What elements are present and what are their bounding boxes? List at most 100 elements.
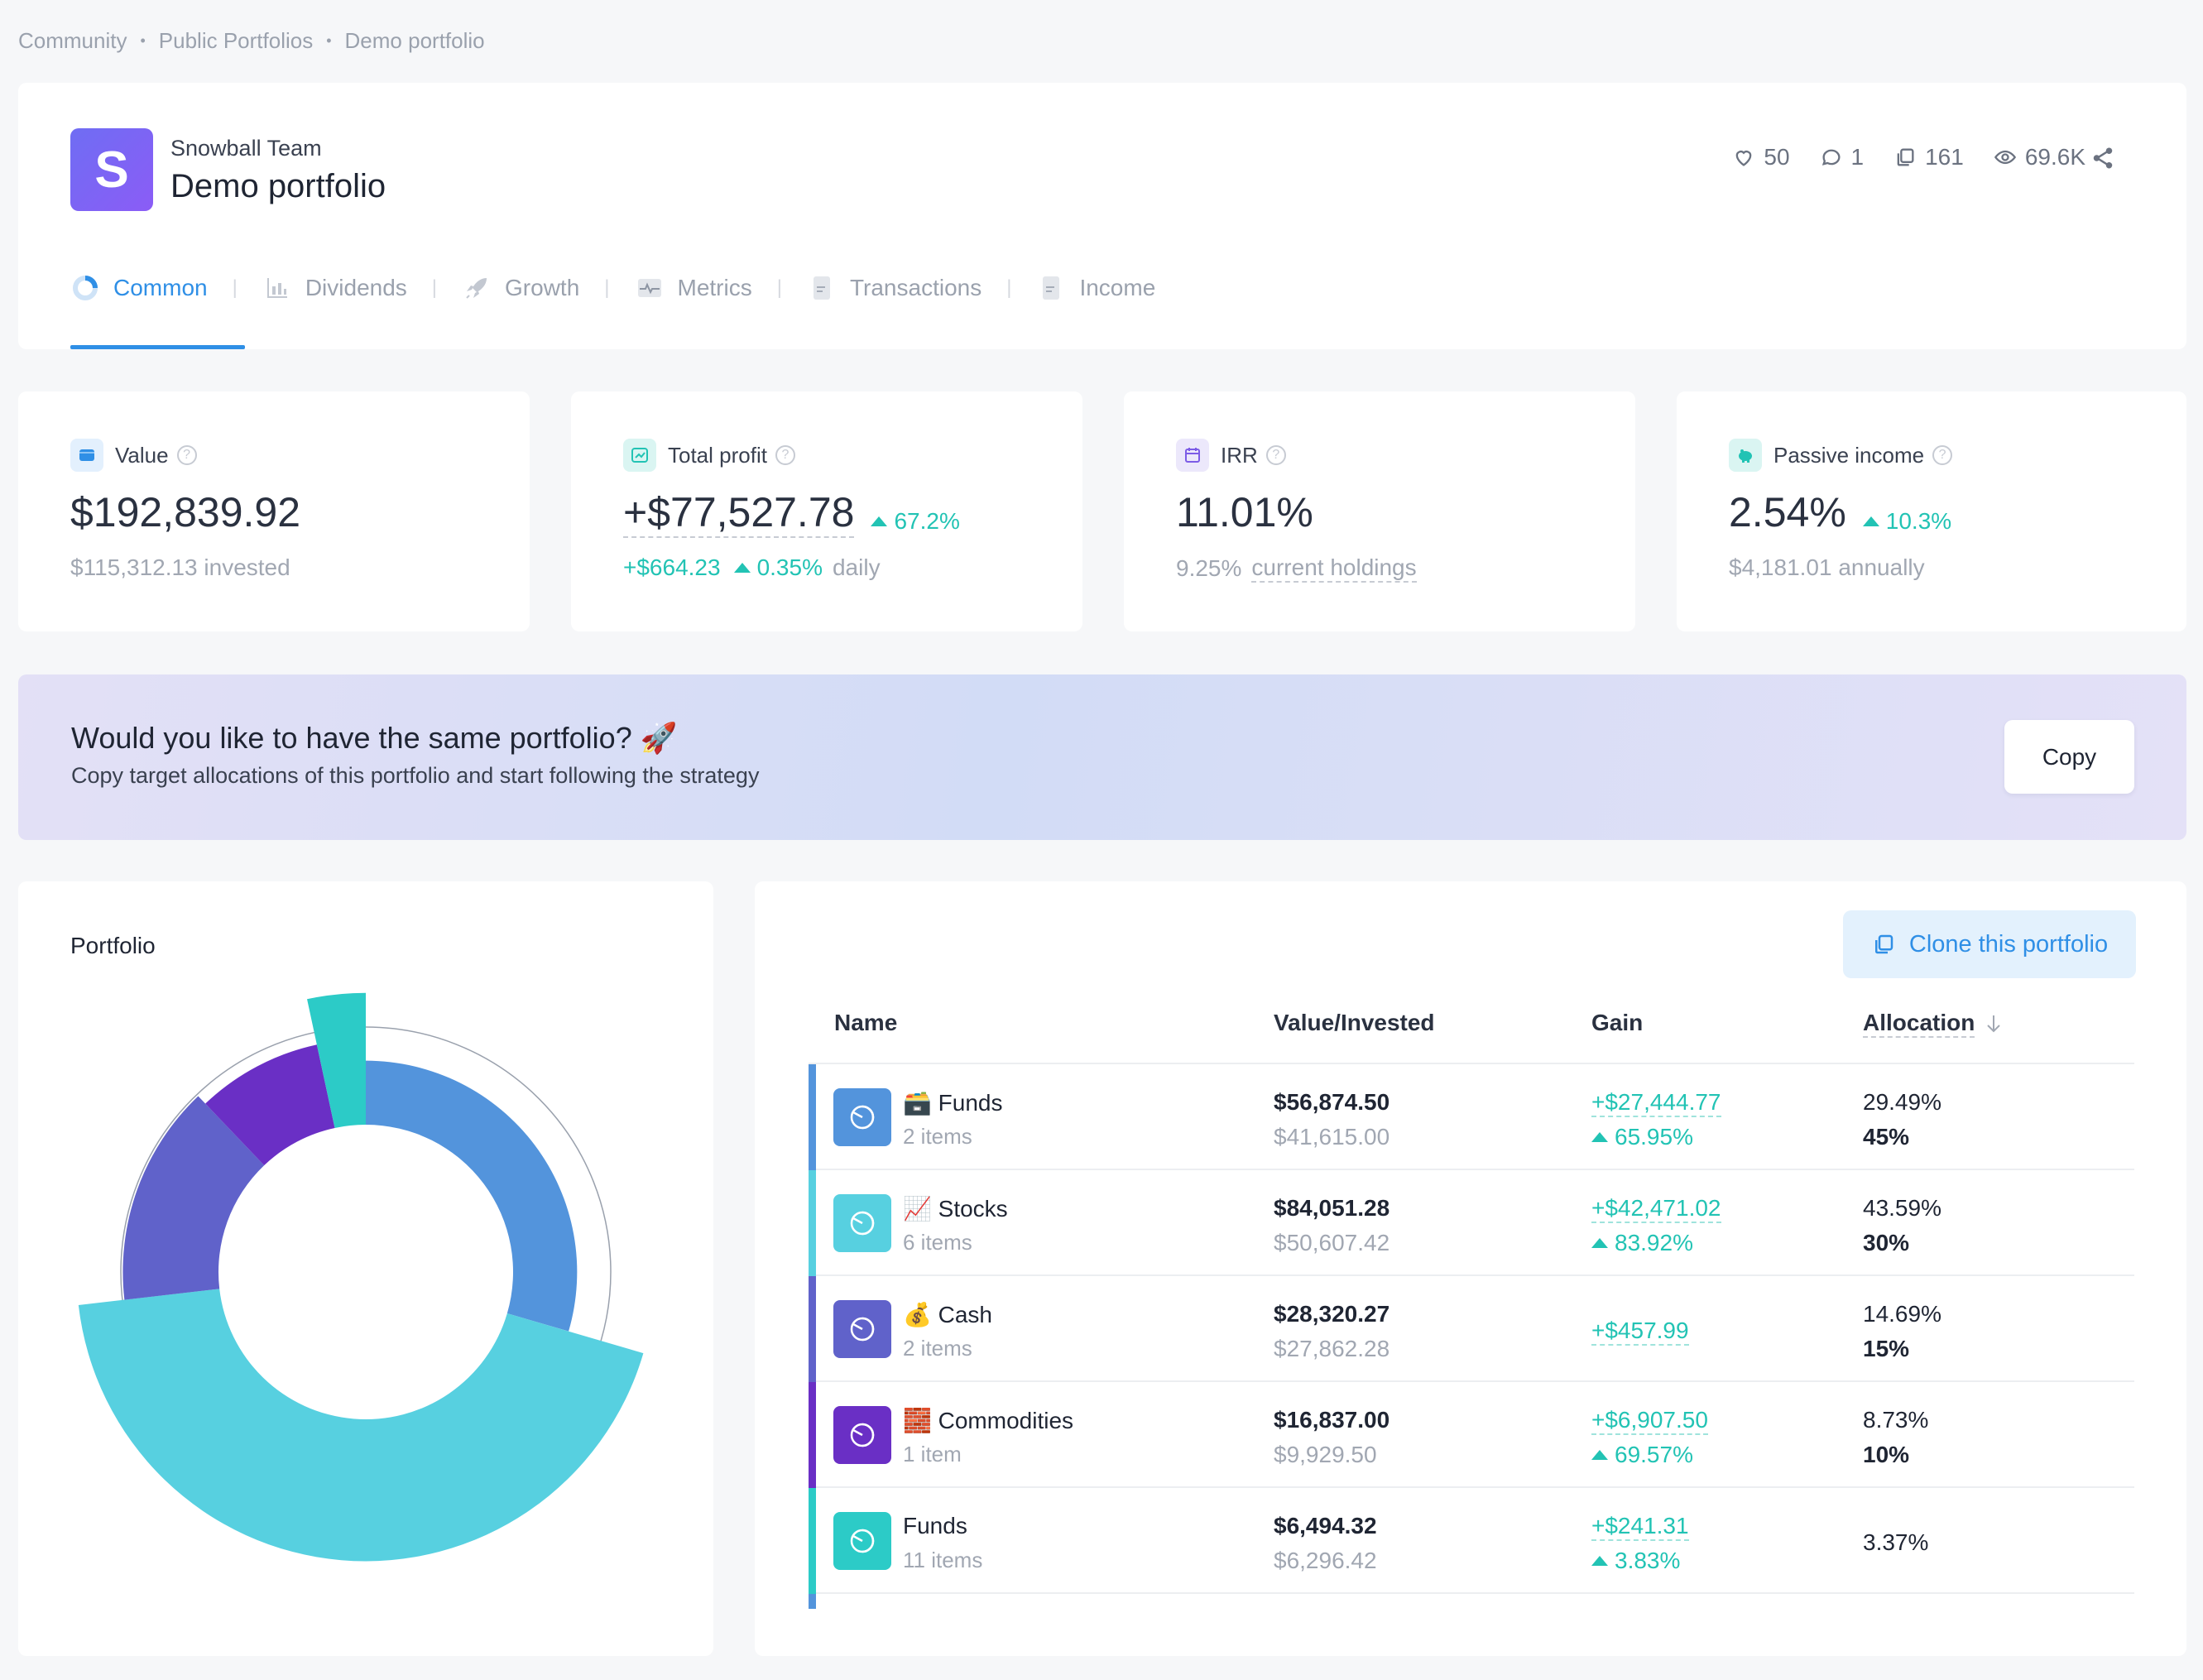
portfolio-logo: S: [70, 128, 153, 211]
rocket-icon: [466, 278, 487, 299]
tab-common[interactable]: Common: [70, 273, 208, 303]
category-allocation: 8.73%: [1863, 1407, 1929, 1433]
category-gain[interactable]: +$6,907.50: [1591, 1407, 1708, 1435]
category-gain[interactable]: +$27,444.77: [1591, 1089, 1721, 1117]
tab-growth[interactable]: Growth: [462, 273, 579, 303]
calendar-icon: [1176, 439, 1209, 472]
category-color-bar: [809, 1382, 816, 1488]
table-row[interactable]: 🧱 Commodities 1 item $16,837.00 $9,929.5…: [809, 1382, 2134, 1488]
piggy-bank-icon: [1729, 439, 1762, 472]
table-row[interactable]: Funds 11 items $6,494.32 $6,296.42 +$241…: [809, 1488, 2134, 1594]
donut-slice-3[interactable]: [122, 1096, 265, 1300]
tab-common-label: Common: [113, 275, 208, 300]
clone-portfolio-button[interactable]: Clone this portfolio: [1843, 910, 2136, 978]
category-icon: [833, 1512, 891, 1570]
comments-stat[interactable]: 1: [1820, 144, 1864, 170]
total-profit-header: Total profit ?: [623, 439, 795, 472]
value-card-header: Value ?: [70, 439, 197, 472]
category-allocation: 43.59%: [1863, 1195, 1941, 1221]
category-color-bar: [809, 1276, 816, 1382]
tab-transactions-label: Transactions: [849, 275, 982, 300]
table-header-divider: [809, 1063, 2134, 1064]
breadcrumb-public-portfolios[interactable]: Public Portfolios: [158, 28, 314, 53]
tab-divider: |: [776, 276, 782, 299]
current-holdings-link[interactable]: current holdings: [1251, 554, 1417, 583]
tab-dividends[interactable]: Dividends: [262, 273, 407, 303]
category-gain[interactable]: +$241.31: [1591, 1513, 1689, 1541]
category-item-count: 6 items: [903, 1230, 972, 1255]
copy-icon: [1897, 148, 1914, 166]
column-header-gain[interactable]: Gain: [1591, 1010, 1644, 1035]
donut-slice-1[interactable]: [366, 1060, 578, 1332]
passive-income-card: Passive income ? 2.54% 10.3% $4,181.01 a…: [1677, 391, 2186, 631]
document-icon: [813, 276, 830, 300]
wallet-icon: [70, 439, 103, 472]
category-name[interactable]: Funds: [903, 1513, 967, 1538]
total-profit-label: Total profit: [668, 442, 767, 468]
category-name[interactable]: 💰 Cash: [903, 1302, 993, 1327]
column-header-allocation[interactable]: Allocation: [1863, 1010, 2003, 1038]
table-row[interactable]: 💰 Cash 2 items $28,320.27 $27,862.28 +$4…: [809, 1276, 2134, 1382]
category-item-count: 2 items: [903, 1124, 972, 1149]
breadcrumb-separator: •: [326, 32, 332, 49]
trend-chart-icon: [623, 439, 656, 472]
tab-income[interactable]: Income: [1036, 273, 1155, 303]
tab-transactions[interactable]: Transactions: [807, 273, 982, 303]
help-icon[interactable]: ?: [176, 445, 197, 465]
portfolio-header-card: [18, 83, 2186, 349]
bar-chart-icon: [266, 278, 287, 298]
irr-value: 11.01%: [1176, 489, 1313, 535]
breadcrumb-community[interactable]: Community: [18, 28, 127, 53]
category-gain-percent: 3.83%: [1591, 1548, 1680, 1574]
likes-stat[interactable]: 50: [1732, 144, 1790, 170]
portfolio-chart-card: Portfolio: [18, 881, 713, 1656]
daily-label: daily: [832, 554, 881, 580]
portfolio-stats: 50 1 161 69.6K: [1732, 144, 2085, 170]
category-invested: $41,615.00: [1274, 1124, 1390, 1150]
category-name[interactable]: 🧱 Commodities: [903, 1408, 1074, 1433]
share-icon[interactable]: [2090, 146, 2115, 170]
category-allocation: 3.37%: [1863, 1529, 1929, 1555]
tab-dividends-label: Dividends: [305, 275, 407, 300]
active-tab-indicator: [70, 345, 245, 349]
total-profit-amount[interactable]: +$77,527.78: [623, 488, 855, 538]
category-value: $16,837.00: [1274, 1407, 1390, 1433]
holdings-table-card: [755, 881, 2186, 1656]
category-color-bar: [809, 1064, 816, 1170]
category-gain[interactable]: +$42,471.02: [1591, 1195, 1721, 1223]
donut-slice-5[interactable]: [307, 992, 366, 1128]
category-value: $6,494.32: [1274, 1513, 1377, 1538]
team-name[interactable]: Snowball Team: [170, 136, 322, 161]
category-icon: [833, 1406, 891, 1464]
copy-button[interactable]: Copy: [2004, 720, 2134, 794]
category-item-count: 11 items: [903, 1548, 983, 1572]
portfolio-donut-chart: [78, 992, 644, 1562]
views-count: 69.6K: [2024, 144, 2085, 170]
column-header-name[interactable]: Name: [834, 1010, 898, 1035]
category-target-allocation: 15%: [1863, 1336, 1910, 1361]
category-name[interactable]: 🗃️ Funds: [903, 1090, 1003, 1116]
table-row[interactable]: 📈 Stocks 6 items $84,051.28 $50,607.42 +…: [809, 1170, 2134, 1276]
donut-slice-2[interactable]: [78, 1289, 644, 1562]
category-item-count: 2 items: [903, 1336, 972, 1361]
copies-stat[interactable]: 161: [1893, 144, 1964, 170]
copy-portfolio-banner: Would you like to have the same portfoli…: [18, 674, 2186, 840]
category-name[interactable]: 📈 Stocks: [903, 1196, 1008, 1222]
donut-slice-4[interactable]: [205, 1044, 335, 1166]
help-icon[interactable]: ?: [775, 445, 795, 465]
eye-icon: [1994, 150, 2016, 165]
daily-profit-row: +$664.23 0.35% daily: [623, 554, 881, 581]
category-allocation: 14.69%: [1863, 1301, 1941, 1327]
tab-metrics-label: Metrics: [677, 275, 752, 300]
table-row[interactable]: 🗃️ Funds 2 items $56,874.50 $41,615.00 +…: [809, 1064, 2134, 1170]
portfolio-tabs: Common | Dividends | Growth | Metrics | …: [70, 273, 1155, 303]
daily-profit-percent: 0.35%: [734, 554, 823, 581]
irr-header: IRR ?: [1176, 439, 1286, 472]
column-header-value[interactable]: Value/Invested: [1274, 1010, 1435, 1035]
category-invested: $6,296.42: [1274, 1548, 1377, 1573]
tab-divider: |: [232, 276, 238, 299]
tab-metrics[interactable]: Metrics: [635, 273, 752, 303]
help-icon[interactable]: ?: [1265, 445, 1286, 465]
help-icon[interactable]: ?: [1932, 445, 1953, 465]
category-gain[interactable]: +$457.99: [1591, 1318, 1689, 1346]
